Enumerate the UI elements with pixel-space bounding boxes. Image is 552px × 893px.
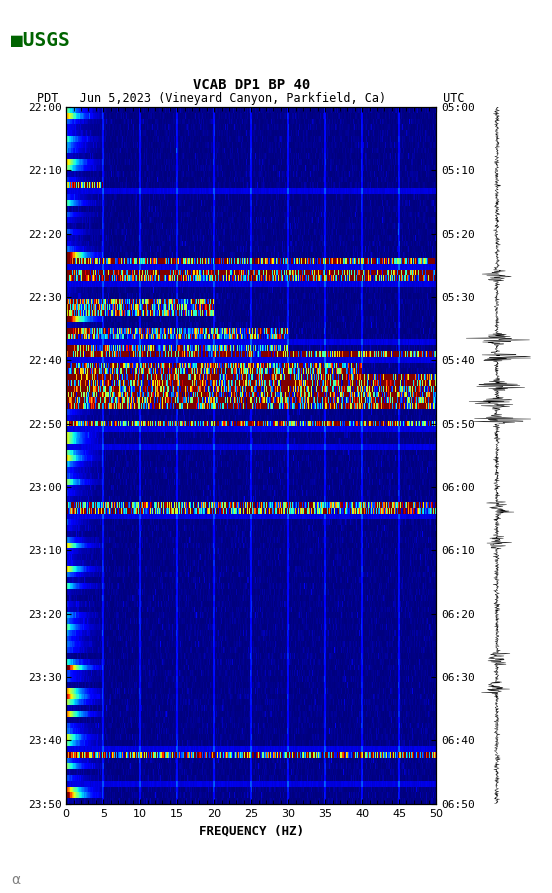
Text: ■USGS: ■USGS [11, 31, 70, 50]
Text: PDT   Jun 5,2023 (Vineyard Canyon, Parkfield, Ca)        UTC: PDT Jun 5,2023 (Vineyard Canyon, Parkfie… [38, 92, 465, 104]
X-axis label: FREQUENCY (HZ): FREQUENCY (HZ) [199, 824, 304, 837]
Text: α: α [11, 873, 20, 887]
Text: VCAB DP1 BP 40: VCAB DP1 BP 40 [193, 78, 310, 92]
